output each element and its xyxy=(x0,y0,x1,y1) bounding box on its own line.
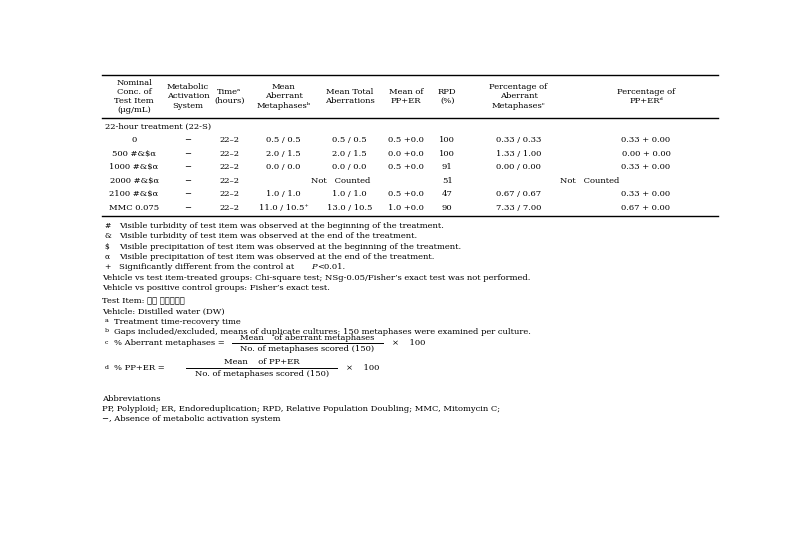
Text: Test Item: 세신 열수추출물: Test Item: 세신 열수추출물 xyxy=(102,297,185,305)
Text: 0.5 +0.0: 0.5 +0.0 xyxy=(388,164,424,171)
Text: Percentage of
Aberrant
Metaphasesᶜ: Percentage of Aberrant Metaphasesᶜ xyxy=(490,83,548,109)
Text: −: − xyxy=(185,190,191,198)
Text: 0: 0 xyxy=(131,136,137,144)
Text: Mean    of aberrant metaphases: Mean of aberrant metaphases xyxy=(240,334,374,342)
Text: 0.00 + 0.00: 0.00 + 0.00 xyxy=(622,150,670,158)
Text: Gaps included/excluded, means of duplicate cultures; 150 metaphases were examine: Gaps included/excluded, means of duplica… xyxy=(114,328,531,336)
Text: 0.5 +0.0: 0.5 +0.0 xyxy=(388,190,424,198)
Text: 90: 90 xyxy=(442,203,453,212)
Text: −: − xyxy=(185,177,191,185)
Text: Not   Counted: Not Counted xyxy=(561,177,620,185)
Text: MMC 0.075: MMC 0.075 xyxy=(109,203,159,212)
Text: Timeᵃ
(hours): Timeᵃ (hours) xyxy=(214,88,245,105)
Text: 0.5 / 0.5: 0.5 / 0.5 xyxy=(266,136,301,144)
Text: 1.33 / 1.00: 1.33 / 1.00 xyxy=(496,150,541,158)
Text: <0.01.: <0.01. xyxy=(317,264,345,271)
Text: −: − xyxy=(185,164,191,171)
Text: 0.0 / 0.0: 0.0 / 0.0 xyxy=(266,164,301,171)
Text: 0.33 + 0.00: 0.33 + 0.00 xyxy=(622,164,670,171)
Text: Percentage of
PP+ERᵈ: Percentage of PP+ERᵈ xyxy=(617,88,675,105)
Text: No. of metaphases scored (150): No. of metaphases scored (150) xyxy=(194,370,329,377)
Text: b: b xyxy=(105,328,109,334)
Text: 1.0 +0.0: 1.0 +0.0 xyxy=(388,203,424,212)
Text: 100: 100 xyxy=(439,136,455,144)
Text: 13.0 / 10.5: 13.0 / 10.5 xyxy=(327,203,372,212)
Text: 47: 47 xyxy=(442,190,453,198)
Text: 2100 #&$α: 2100 #&$α xyxy=(110,190,158,198)
Text: −: − xyxy=(185,203,191,212)
Text: PP, Polyploid; ER, Endoreduplication; RPD, Relative Population Doubling; MMC, Mi: PP, Polyploid; ER, Endoreduplication; RP… xyxy=(102,405,501,413)
Text: 2000 #&$α: 2000 #&$α xyxy=(110,177,158,185)
Text: 2.0 / 1.5: 2.0 / 1.5 xyxy=(266,150,301,158)
Text: $: $ xyxy=(105,243,110,251)
Text: % Aberrant metaphases =: % Aberrant metaphases = xyxy=(114,339,227,347)
Text: Vehicle: Distilled water (DW): Vehicle: Distilled water (DW) xyxy=(102,307,225,316)
Text: Visible turbidity of test item was observed at the beginning of the treatment.: Visible turbidity of test item was obser… xyxy=(118,222,443,230)
Text: −, Absence of metabolic activation system: −, Absence of metabolic activation syste… xyxy=(102,416,281,423)
Text: Visible precipitation of test item was observed at the beginning of the treatmen: Visible precipitation of test item was o… xyxy=(118,243,461,251)
Text: a: a xyxy=(105,318,109,323)
Text: 1.0 / 1.0: 1.0 / 1.0 xyxy=(332,190,367,198)
Text: 0.33 / 0.33: 0.33 / 0.33 xyxy=(496,136,541,144)
Text: 0.33 + 0.00: 0.33 + 0.00 xyxy=(622,190,670,198)
Text: c: c xyxy=(105,340,108,346)
Text: 51: 51 xyxy=(442,177,453,185)
Text: P: P xyxy=(310,264,317,271)
Text: 7.33 / 7.00: 7.33 / 7.00 xyxy=(496,203,541,212)
Text: Mean Total
Aberrations: Mean Total Aberrations xyxy=(325,88,374,105)
Text: Visible turbidity of test item was observed at the end of the treatment.: Visible turbidity of test item was obser… xyxy=(118,232,417,240)
Text: 91: 91 xyxy=(442,164,453,171)
Text: Metabolic
Activation
System: Metabolic Activation System xyxy=(166,83,210,109)
Text: 22–2: 22–2 xyxy=(219,203,239,212)
Text: Not   Counted: Not Counted xyxy=(310,177,370,185)
Text: 0.67 + 0.00: 0.67 + 0.00 xyxy=(622,203,670,212)
Text: 22–2: 22–2 xyxy=(219,150,239,158)
Text: Abbreviations: Abbreviations xyxy=(102,395,161,403)
Text: ×    100: × 100 xyxy=(346,364,380,371)
Text: RPD
(%): RPD (%) xyxy=(438,88,457,105)
Text: 500 #&$α: 500 #&$α xyxy=(112,150,156,158)
Text: Vehicle vs positive control groups: Fisher’s exact test.: Vehicle vs positive control groups: Fish… xyxy=(102,284,330,292)
Text: 1.0 / 1.0: 1.0 / 1.0 xyxy=(266,190,301,198)
Text: 1000 #&$α: 1000 #&$α xyxy=(110,164,158,171)
Text: Nominal
Conc. of
Test Item
(μg/mL): Nominal Conc. of Test Item (μg/mL) xyxy=(114,79,154,114)
Text: Mean    of PP+ER: Mean of PP+ER xyxy=(224,358,299,366)
Text: 0.00 / 0.00: 0.00 / 0.00 xyxy=(496,164,541,171)
Text: d: d xyxy=(105,365,109,370)
Text: 0.5 +0.0: 0.5 +0.0 xyxy=(388,136,424,144)
Text: 0.33 + 0.00: 0.33 + 0.00 xyxy=(622,136,670,144)
Text: −: − xyxy=(185,150,191,158)
Text: ×    100: × 100 xyxy=(392,339,426,347)
Text: 0.0 / 0.0: 0.0 / 0.0 xyxy=(332,164,366,171)
Text: &: & xyxy=(105,232,111,240)
Text: 0.5 / 0.5: 0.5 / 0.5 xyxy=(332,136,367,144)
Text: 22–2: 22–2 xyxy=(219,190,239,198)
Text: 0.67 / 0.67: 0.67 / 0.67 xyxy=(496,190,541,198)
Text: No. of metaphases scored (150): No. of metaphases scored (150) xyxy=(240,345,374,353)
Text: 22-hour treatment (22-S): 22-hour treatment (22-S) xyxy=(106,123,211,131)
Text: 100: 100 xyxy=(439,150,455,158)
Text: Significantly different from the control at: Significantly different from the control… xyxy=(118,264,297,271)
Text: 22–2: 22–2 xyxy=(219,164,239,171)
Text: % PP+ER =: % PP+ER = xyxy=(114,364,167,371)
Text: 2.0 / 1.5: 2.0 / 1.5 xyxy=(332,150,367,158)
Text: Mean of
PP+ER: Mean of PP+ER xyxy=(389,88,423,105)
Text: #: # xyxy=(105,222,111,230)
Text: 11.0 / 10.5⁺: 11.0 / 10.5⁺ xyxy=(259,203,309,212)
Text: 0.0 +0.0: 0.0 +0.0 xyxy=(388,150,424,158)
Text: Visible precipitation of test item was observed at the end of the treatment.: Visible precipitation of test item was o… xyxy=(118,253,434,261)
Text: α: α xyxy=(105,253,110,261)
Text: −: − xyxy=(185,136,191,144)
Text: Vehicle vs test item-treated groups: Chi-square test; NSg-0.05/Fisher’s exact te: Vehicle vs test item-treated groups: Chi… xyxy=(102,274,530,282)
Text: Treatment time-recovery time: Treatment time-recovery time xyxy=(114,318,241,326)
Text: 22–2: 22–2 xyxy=(219,136,239,144)
Text: +: + xyxy=(105,264,111,271)
Text: Mean
Aberrant
Metaphasesᵇ: Mean Aberrant Metaphasesᵇ xyxy=(257,83,310,109)
Text: 22–2: 22–2 xyxy=(219,177,239,185)
